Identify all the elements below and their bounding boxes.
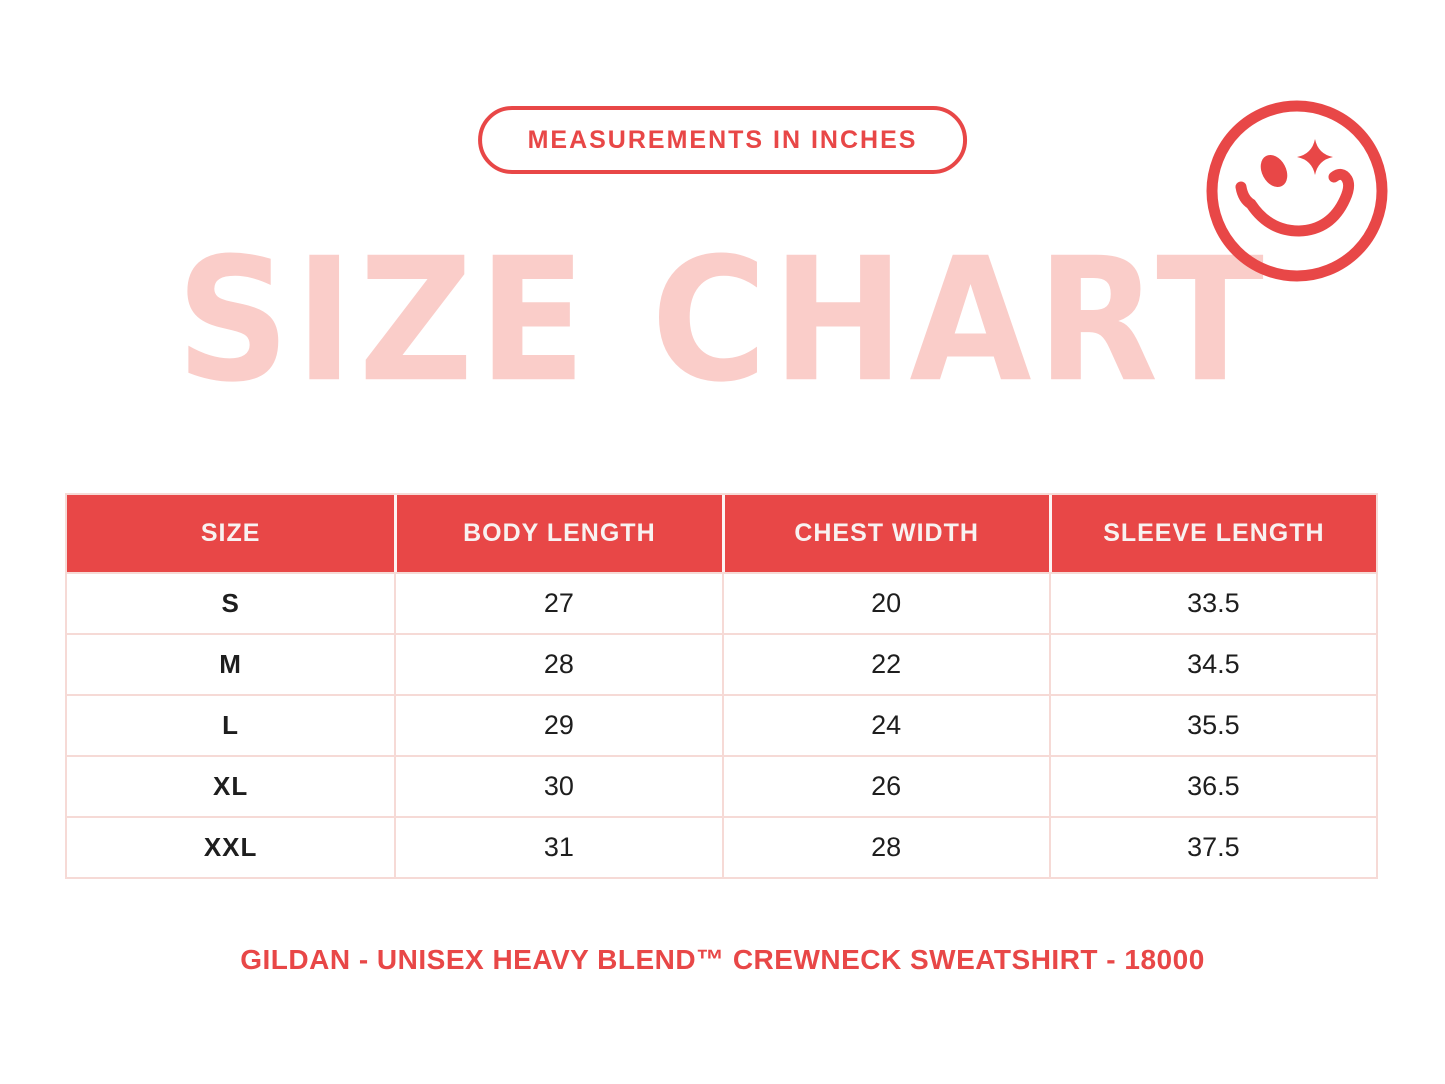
table-row: XL 30 26 36.5	[67, 755, 1376, 816]
table-row: L 29 24 35.5	[67, 694, 1376, 755]
body-length-cell: 27	[394, 574, 722, 633]
sleeve-length-cell: 34.5	[1048, 635, 1376, 694]
body-length-cell: 30	[394, 757, 722, 816]
chest-width-cell: 26	[721, 757, 1049, 816]
header-cell-size: SIZE	[200, 519, 261, 547]
sleeve-length-cell: 33.5	[1048, 574, 1376, 633]
table-row: XXL 31 28 37.5	[67, 816, 1376, 877]
product-name-footer: GILDAN - UNISEX HEAVY BLEND™ CREWNECK SW…	[240, 944, 1205, 975]
chest-width-cell: 20	[721, 574, 1049, 633]
table-row: M 28 22 34.5	[67, 633, 1376, 694]
table-row: S 27 20 33.5	[67, 572, 1376, 633]
size-cell: M	[67, 635, 395, 694]
body-length-cell: 28	[394, 635, 722, 694]
body-length-cell: 31	[394, 818, 722, 877]
measurements-badge: MEASUREMENTS IN INCHES	[477, 106, 968, 174]
chest-width-cell: 24	[721, 696, 1049, 755]
page-title: SIZE CHART	[176, 221, 1269, 421]
chest-width-cell: 28	[721, 818, 1049, 877]
sleeve-length-cell: 35.5	[1048, 696, 1376, 755]
sleeve-length-cell: 36.5	[1048, 757, 1376, 816]
body-length-cell: 29	[394, 696, 722, 755]
size-cell: L	[67, 696, 395, 755]
header-cell-sleeve-length: SLEEVE LENGTH	[1048, 495, 1376, 572]
sleeve-length-cell: 37.5	[1048, 818, 1376, 877]
size-table: SIZE BODY LENGTH CHEST WIDTH SLEEVE LENG…	[65, 493, 1378, 879]
chest-width-cell: 22	[721, 635, 1049, 694]
table-header-row: SIZE BODY LENGTH CHEST WIDTH SLEEVE LENG…	[67, 495, 1376, 572]
header-cell-chest-width: CHEST WIDTH	[721, 495, 1049, 572]
size-cell: XXL	[67, 818, 395, 877]
winking-smiley-sparkle-eye-icon	[1206, 100, 1388, 282]
size-cell: XL	[67, 757, 395, 816]
header-cell-body-length: BODY LENGTH	[394, 495, 721, 572]
size-cell: S	[67, 574, 395, 633]
measurements-badge-label: MEASUREMENTS IN INCHES	[527, 125, 918, 154]
